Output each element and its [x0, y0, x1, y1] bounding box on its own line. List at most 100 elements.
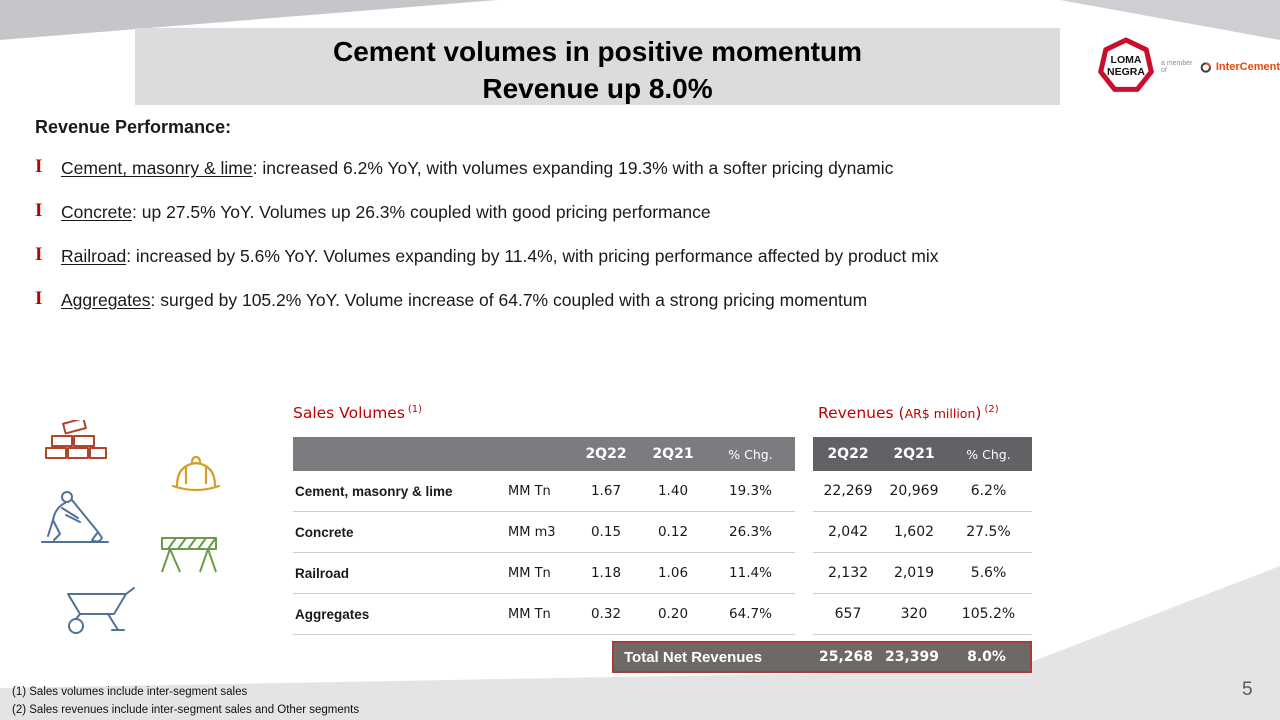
bullet-text: : increased 6.2% YoY, with volumes expan… — [252, 158, 894, 178]
bullet-content: Cement, masonry & lime: increased 6.2% Y… — [61, 156, 893, 180]
segment-cell: Cement, masonry & lime — [295, 483, 453, 499]
value-chg: 26.3% — [729, 524, 772, 540]
loma-negra-logo: LOMA NEGRA — [1096, 36, 1156, 99]
segment-cell: Railroad — [295, 565, 350, 581]
value-chg: 105.2% — [961, 606, 1016, 622]
table-row: 2,042 1,602 27.5% — [813, 512, 1032, 553]
value-2q21: 0.12 — [657, 524, 689, 540]
footnote-ref-1: (1) — [407, 404, 423, 415]
value-2q22: 1.18 — [590, 565, 622, 581]
wheelbarrow-icon — [60, 578, 136, 643]
volumes-title-text: Sales Volumes — [293, 404, 405, 423]
table-row: 2,132 2,019 5.6% — [813, 553, 1032, 594]
revenues-title-text: Revenues ( — [818, 404, 905, 423]
value-2q21: 320 — [900, 606, 928, 622]
intercement-ring-icon — [1200, 61, 1212, 73]
value-2q21: 1,602 — [893, 524, 935, 540]
table-row: Aggregates MM Tn 0.32 0.20 64.7% — [293, 594, 795, 635]
bullet-item: I Aggregates: surged by 105.2% YoY. Volu… — [35, 288, 1165, 312]
total-label: Total Net Revenues — [624, 648, 763, 666]
bullet-content: Concrete: up 27.5% YoY. Volumes up 26.3%… — [61, 200, 711, 224]
footnotes: (1) Sales volumes include inter-segment … — [12, 683, 359, 719]
total-chg: 8.0% — [967, 649, 1006, 665]
intercement-logo: a member of InterCement — [1161, 60, 1280, 74]
revenues-table: 2Q22 2Q21 % Chg. 22,269 20,969 6.2% 2,04… — [813, 437, 1032, 635]
bullet-term: Concrete — [61, 202, 133, 222]
table-header-row: 2Q22 2Q21 % Chg. — [813, 437, 1032, 471]
bullet-term: Railroad — [61, 246, 127, 266]
unit-cell: MM Tn — [508, 483, 551, 499]
value-2q22: 0.15 — [590, 524, 622, 540]
table-row: 22,269 20,969 6.2% — [813, 471, 1032, 512]
value-2q21: 20,969 — [889, 483, 939, 499]
column-header-2q22: 2Q22 — [827, 446, 869, 462]
bullet-text: : up 27.5% YoY. Volumes up 26.3% coupled… — [132, 202, 711, 222]
value-2q22: 0.32 — [590, 606, 622, 622]
intercement-text: InterCement — [1215, 61, 1280, 73]
value-2q22: 2,042 — [827, 524, 869, 540]
bullet-item: I Railroad: increased by 5.6% YoY. Volum… — [35, 244, 1165, 268]
column-header-chg: % Chg. — [966, 446, 1011, 462]
sales-volumes-table: 2Q22 2Q21 % Chg. Cement, masonry & lime … — [293, 437, 795, 635]
total-net-revenues-row: Total Net Revenues 25,268 23,399 8.0% — [612, 641, 1032, 673]
column-header-chg: % Chg. — [728, 446, 773, 462]
column-header-2q21: 2Q21 — [893, 446, 935, 462]
value-2q21: 1.40 — [657, 483, 689, 499]
page-number: 5 — [1242, 679, 1253, 700]
bullet-list: I Cement, masonry & lime: increased 6.2%… — [35, 156, 1165, 332]
column-header-2q22: 2Q22 — [585, 446, 627, 462]
value-2q21: 2,019 — [893, 565, 935, 581]
value-chg: 6.2% — [970, 483, 1007, 499]
bullet-item: I Concrete: up 27.5% YoY. Volumes up 26.… — [35, 200, 1165, 224]
revenues-title-close: ) — [975, 404, 982, 423]
bullet-content: Aggregates: surged by 105.2% YoY. Volume… — [61, 288, 867, 312]
table-row: Railroad MM Tn 1.18 1.06 11.4% — [293, 553, 795, 594]
unit-cell: MM Tn — [508, 606, 551, 622]
bullet-term: Aggregates — [61, 290, 151, 310]
bullet-content: Railroad: increased by 5.6% YoY. Volumes… — [61, 244, 938, 268]
bullet-marker: I — [35, 288, 43, 309]
member-of-text: a member of — [1161, 60, 1193, 74]
logo-text-line1: LOMA — [1111, 54, 1142, 66]
value-chg: 11.4% — [729, 565, 772, 581]
bullet-marker: I — [35, 200, 43, 221]
section-heading: Revenue Performance: — [35, 117, 232, 137]
worker-icon — [40, 488, 112, 551]
value-chg: 27.5% — [966, 524, 1011, 540]
value-2q22: 2,132 — [827, 565, 869, 581]
bullet-term: Cement, masonry & lime — [61, 158, 253, 178]
value-2q22: 1.67 — [590, 483, 622, 499]
table-header-row: 2Q22 2Q21 % Chg. — [293, 437, 795, 471]
revenues-table-title: Revenues (AR$ million) (2) — [818, 404, 999, 422]
table-row: Concrete MM m3 0.15 0.12 26.3% — [293, 512, 795, 553]
table-row: Cement, masonry & lime MM Tn 1.67 1.40 1… — [293, 471, 795, 512]
slide-title-line2: Revenue up 8.0% — [482, 73, 713, 104]
segment-cell: Concrete — [295, 524, 354, 540]
value-chg: 19.3% — [729, 483, 772, 499]
value-2q21: 0.20 — [657, 606, 689, 622]
table-row: 657 320 105.2% — [813, 594, 1032, 635]
bullet-text: : surged by 105.2% YoY. Volume increase … — [150, 290, 868, 310]
value-2q22: 657 — [834, 606, 862, 622]
bullet-marker: I — [35, 156, 43, 177]
total-2q22: 25,268 — [818, 649, 874, 665]
bullet-text: : increased by 5.6% YoY. Volumes expandi… — [126, 246, 939, 266]
total-2q21: 23,399 — [884, 649, 940, 665]
footnote-ref-2: (2) — [984, 404, 999, 415]
column-header-2q21: 2Q21 — [652, 446, 694, 462]
scaffold-icon — [156, 524, 222, 581]
value-2q22: 22,269 — [823, 483, 873, 499]
footnote-2: (2) Sales revenues include inter-segment… — [12, 704, 360, 716]
bullet-marker: I — [35, 244, 43, 265]
unit-cell: MM m3 — [508, 524, 556, 540]
bricks-icon — [44, 417, 110, 479]
value-2q21: 1.06 — [657, 565, 689, 581]
slide-title-line1: Cement volumes in positive momentum — [333, 36, 862, 67]
logo-text-line2: NEGRA — [1107, 66, 1145, 78]
loma-negra-emblem-icon: LOMA NEGRA — [1098, 37, 1154, 92]
volumes-table-title: Sales Volumes (1) — [293, 404, 422, 422]
slide-title: Cement volumes in positive momentum Reve… — [135, 33, 1060, 107]
value-chg: 5.6% — [970, 565, 1007, 581]
